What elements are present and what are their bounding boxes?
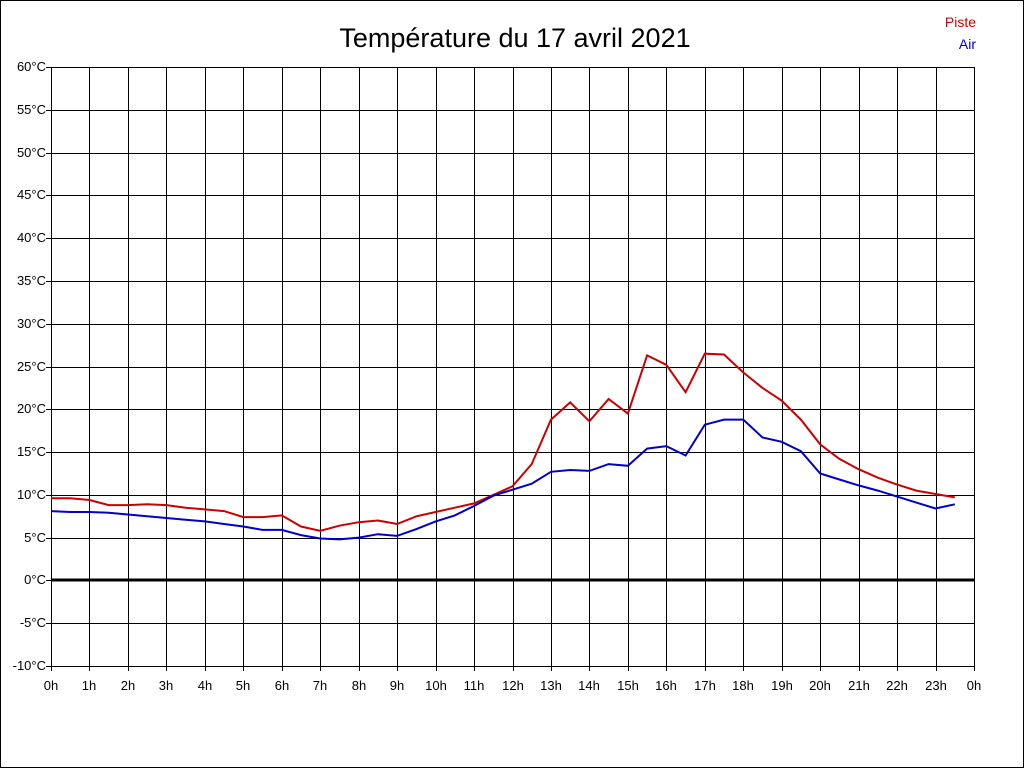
x-tick-label: 3h bbox=[159, 678, 173, 693]
series-layer bbox=[50, 352, 956, 541]
series-line-piste bbox=[51, 352, 955, 532]
x-tick-label: 6h bbox=[275, 678, 289, 693]
y-tick-label: 10°C bbox=[17, 487, 46, 502]
x-tick-label: 20h bbox=[809, 678, 831, 693]
y-tick-label: 20°C bbox=[17, 401, 46, 416]
x-tick-label: 0h bbox=[44, 678, 58, 693]
legend-item-piste: Piste bbox=[945, 14, 976, 30]
x-tick-label: 9h bbox=[390, 678, 404, 693]
x-tick-label: 14h bbox=[578, 678, 600, 693]
x-tick-label: 17h bbox=[694, 678, 716, 693]
y-tick-label: -10°C bbox=[13, 658, 46, 673]
x-tick-label: 2h bbox=[121, 678, 135, 693]
x-tick-label: 15h bbox=[617, 678, 639, 693]
y-tick-label: -5°C bbox=[20, 615, 46, 630]
x-tick-label: 8h bbox=[352, 678, 366, 693]
y-tick-label: 30°C bbox=[17, 316, 46, 331]
x-tick-label: 18h bbox=[732, 678, 754, 693]
x-axis-ticks: 0h 1h 2h 3h 4h 5h 6h 7h 8h 9h 10h 11h 12h 13h 14h 15h 16… bbox=[44, 678, 981, 693]
x-tick-label: 5h bbox=[236, 678, 250, 693]
x-tick-label: 16h bbox=[655, 678, 677, 693]
x-tick-label: 13h bbox=[540, 678, 562, 693]
y-tick-label: 25°C bbox=[17, 359, 46, 374]
series-line-air bbox=[50, 418, 956, 541]
x-tick-label: 23h bbox=[925, 678, 947, 693]
y-tick-label: 15°C bbox=[17, 444, 46, 459]
y-axis-ticks: -10°C -5°C 0°C 5°C 10°C 15°C 20°C 25°C 30°C 35°C 4… bbox=[13, 59, 46, 673]
plot-area-border bbox=[51, 67, 975, 667]
x-tick-label: 0h bbox=[967, 678, 981, 693]
y-tick-label: 5°C bbox=[24, 530, 46, 545]
x-tick-label: 7h bbox=[313, 678, 327, 693]
y-tick-label: 50°C bbox=[17, 145, 46, 160]
y-tick-label: 35°C bbox=[17, 273, 46, 288]
y-tick-label: 55°C bbox=[17, 102, 46, 117]
x-tick-label: 19h bbox=[771, 678, 793, 693]
x-tick-label: 11h bbox=[464, 678, 485, 693]
y-tick-label: 0°C bbox=[24, 572, 46, 587]
chart-title: Température du 17 avril 2021 bbox=[339, 23, 690, 53]
grid-lines bbox=[46, 67, 975, 671]
legend: Piste Air bbox=[945, 14, 976, 52]
x-tick-label: 4h bbox=[198, 678, 212, 693]
y-tick-label: 45°C bbox=[17, 187, 46, 202]
y-tick-label: 60°C bbox=[17, 59, 46, 74]
x-tick-label: 10h bbox=[425, 678, 447, 693]
x-tick-label: 1h bbox=[82, 678, 96, 693]
x-tick-label: 12h bbox=[502, 678, 524, 693]
legend-item-air: Air bbox=[959, 36, 976, 52]
x-tick-label: 21h bbox=[848, 678, 870, 693]
y-tick-label: 40°C bbox=[17, 230, 46, 245]
x-tick-label: 22h bbox=[886, 678, 908, 693]
